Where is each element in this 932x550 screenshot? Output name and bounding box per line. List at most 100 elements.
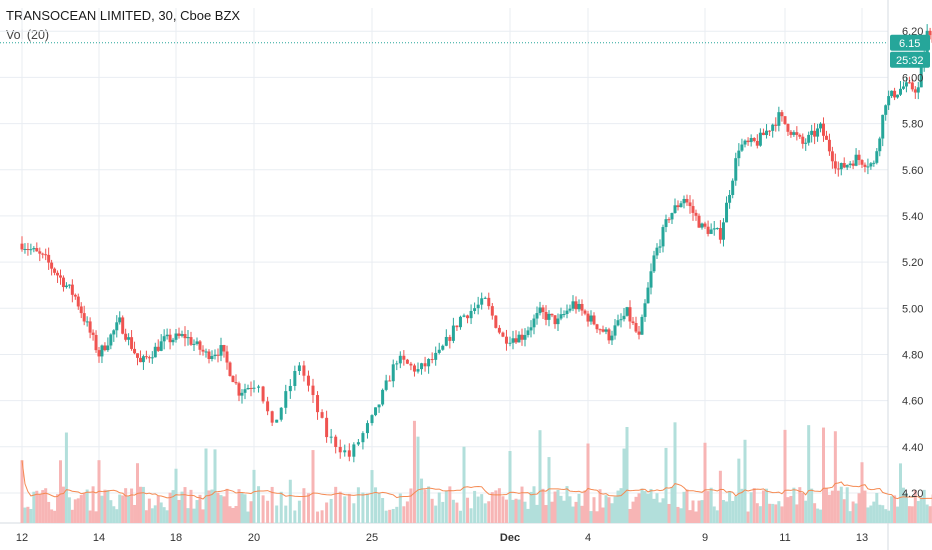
volume-bar xyxy=(252,469,256,523)
candle-body xyxy=(523,335,527,340)
candle-body xyxy=(625,307,629,316)
candle-body xyxy=(586,313,590,322)
volume-bar xyxy=(462,446,466,523)
candle-body xyxy=(168,334,172,343)
candle-body xyxy=(183,334,187,339)
candle-body xyxy=(402,355,406,360)
candle-body xyxy=(483,297,487,299)
volume-bar xyxy=(50,509,54,523)
candle-body xyxy=(532,318,536,328)
volume-bar xyxy=(700,500,704,523)
volume-bar xyxy=(526,508,530,523)
candle-body xyxy=(896,94,900,98)
volume-bar xyxy=(899,463,902,523)
volume-bar xyxy=(613,496,617,523)
volume-bar xyxy=(124,488,128,523)
volume-bar xyxy=(601,507,605,523)
volume-bar xyxy=(82,492,86,523)
candle-body xyxy=(240,392,244,396)
volume-bar xyxy=(85,489,89,523)
volume-bar xyxy=(604,495,608,523)
candle-body xyxy=(652,255,656,272)
candle-body xyxy=(434,352,438,360)
volume-bar xyxy=(508,451,512,523)
volume-bar xyxy=(839,486,843,523)
candle-body xyxy=(204,351,208,353)
candle-body xyxy=(768,130,772,132)
candle-body xyxy=(571,301,575,309)
volume-bar xyxy=(559,495,563,523)
volume-bar xyxy=(925,504,929,523)
volume-bar xyxy=(523,501,527,523)
volume-bar xyxy=(451,499,455,523)
candle-body xyxy=(343,450,347,453)
time-tick-label: 20 xyxy=(248,532,260,544)
candle-body xyxy=(398,355,402,364)
candle-body xyxy=(619,319,623,321)
candle-body xyxy=(275,419,279,423)
candle-body xyxy=(23,249,27,251)
candle-body xyxy=(47,254,51,263)
volume-bar xyxy=(56,494,60,523)
volume-bar xyxy=(455,502,459,523)
volume-bar xyxy=(279,491,283,523)
volume-bar xyxy=(682,491,686,523)
candle-body xyxy=(144,356,148,358)
volume-bar xyxy=(816,508,820,523)
candle-body xyxy=(32,248,36,250)
volume-moving-average-line xyxy=(21,460,932,500)
price-tick-label: 5.20 xyxy=(902,257,923,269)
volume-bar xyxy=(637,493,641,523)
volume-bar xyxy=(734,496,738,523)
volume-bar xyxy=(201,509,205,523)
candle-body xyxy=(872,162,876,164)
volume-bar xyxy=(67,497,71,523)
volume-bar xyxy=(395,506,399,523)
volume-bar xyxy=(430,498,434,523)
candle-body xyxy=(174,333,178,340)
candle-body xyxy=(480,298,484,305)
volume-bar xyxy=(574,501,578,523)
volume-bar xyxy=(875,492,879,523)
candle-body xyxy=(201,349,205,352)
candle-body xyxy=(228,362,232,376)
volume-bar xyxy=(774,504,778,523)
candle-body xyxy=(150,357,154,359)
volume-bar xyxy=(44,488,48,523)
candle-body xyxy=(124,333,128,340)
volume-bar xyxy=(504,499,508,523)
volume-bar xyxy=(544,505,548,523)
price-axis[interactable]: 4.20 4.40 4.60 4.80 5.00 5.20 5.40 5.60 5.80 6.00… xyxy=(902,26,923,500)
volume-bar xyxy=(61,486,65,523)
candle-body xyxy=(583,310,587,314)
volume-bar xyxy=(571,506,575,523)
candle-body xyxy=(697,215,701,228)
volume-bar xyxy=(765,488,769,523)
candle-body xyxy=(444,336,448,346)
volume-bar xyxy=(652,498,656,523)
candle-body xyxy=(192,343,196,345)
volume-bar xyxy=(712,506,716,523)
candle-body xyxy=(544,311,548,320)
candle-body xyxy=(437,349,441,353)
candle-body xyxy=(755,140,759,146)
volume-bar xyxy=(691,500,695,523)
volume-bar xyxy=(768,503,772,523)
volume-bar xyxy=(162,507,166,523)
time-axis[interactable]: 12 14 18 20 25 Dec 4 9 11 13 xyxy=(16,532,868,544)
candle-body xyxy=(673,205,677,214)
volume-bar xyxy=(153,505,157,523)
candle-body xyxy=(246,387,250,390)
volume-bar xyxy=(127,496,131,523)
volume-bar xyxy=(159,502,163,523)
volume-bar xyxy=(658,502,662,523)
price-tick-label: 5.40 xyxy=(902,211,923,223)
volume-bar xyxy=(473,490,477,523)
volume-bar xyxy=(115,509,119,523)
volume-bar xyxy=(749,492,753,523)
volume-bar xyxy=(532,486,536,523)
candle-body xyxy=(100,345,104,357)
candle-body xyxy=(261,386,265,402)
volume-bar xyxy=(610,503,614,523)
